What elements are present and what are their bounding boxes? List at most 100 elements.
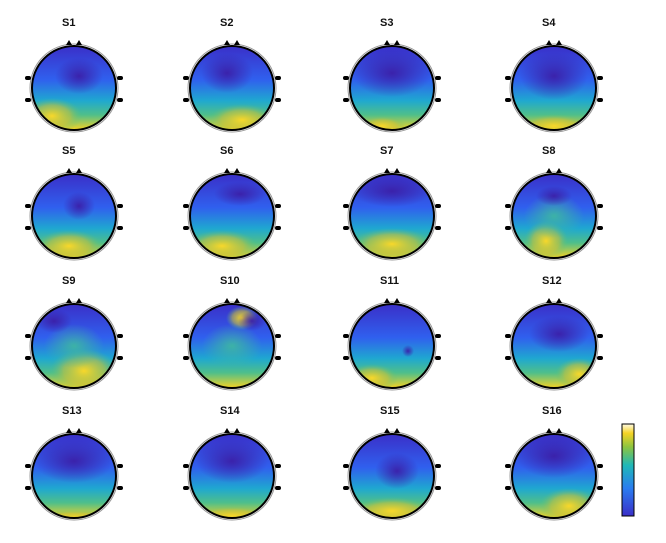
panel-label: S7 [380, 145, 393, 157]
scalp-map [350, 46, 434, 130]
colorbar [621, 423, 635, 517]
ear-marker [343, 334, 349, 338]
head-outline [511, 303, 597, 389]
nose-marker [394, 168, 400, 173]
ear-marker [505, 464, 511, 468]
panel-label: S9 [62, 275, 75, 287]
scalp-map [190, 304, 274, 388]
ear-marker [25, 98, 31, 102]
ear-marker [435, 98, 441, 102]
ear-marker [597, 356, 603, 360]
field-blob [539, 488, 596, 518]
panel-label: S12 [542, 275, 562, 287]
nose-marker [546, 168, 552, 173]
topomap: S4 [505, 17, 603, 133]
ear-marker [505, 226, 511, 230]
nose-marker [384, 168, 390, 173]
head-ring [347, 301, 437, 391]
ear-marker [343, 98, 349, 102]
topomap: S2 [183, 17, 281, 133]
topomap: S15 [343, 405, 441, 521]
head-outline [189, 173, 275, 259]
nose-marker [394, 40, 400, 45]
ear-marker [275, 334, 281, 338]
ear-marker [597, 204, 603, 208]
ear-marker [25, 334, 31, 338]
ear-marker [597, 76, 603, 80]
nose-marker [224, 298, 230, 303]
nose-marker [394, 428, 400, 433]
nose-marker [234, 40, 240, 45]
ear-marker [183, 76, 189, 80]
panel-label: S4 [542, 17, 556, 29]
head-ring [509, 431, 599, 521]
nose-marker [224, 168, 230, 173]
ear-marker [597, 464, 603, 468]
head-ring [29, 301, 119, 391]
ear-marker [275, 226, 281, 230]
ear-marker [117, 356, 123, 360]
field-blob [44, 324, 104, 368]
nose-marker [556, 428, 562, 433]
field-blob [352, 228, 432, 258]
nose-marker [224, 428, 230, 433]
ear-marker [183, 356, 189, 360]
head-ring [187, 171, 277, 261]
ear-marker [183, 204, 189, 208]
ear-marker [597, 334, 603, 338]
ear-marker [275, 486, 281, 490]
field-blob [536, 186, 572, 206]
field-blob [32, 98, 82, 130]
topomap: S9 [25, 275, 123, 391]
nose-marker [66, 428, 72, 433]
ear-marker [343, 76, 349, 80]
topomap: S12 [505, 275, 603, 391]
ear-marker [117, 204, 123, 208]
field-blob [518, 114, 590, 130]
ear-marker [25, 226, 31, 230]
head-outline [31, 433, 117, 519]
ear-marker [25, 486, 31, 490]
nose-marker [76, 298, 82, 303]
scalp-map [32, 174, 116, 258]
ear-marker [505, 204, 511, 208]
ear-marker [25, 356, 31, 360]
ear-marker [25, 76, 31, 80]
field-blob [201, 53, 253, 93]
head-ring [509, 171, 599, 261]
head-ring [509, 43, 599, 133]
head-outline [31, 303, 117, 389]
field-blob [63, 192, 95, 220]
ear-marker [117, 76, 123, 80]
ear-marker [275, 204, 281, 208]
nose-marker [76, 40, 82, 45]
head-outline [349, 433, 435, 519]
ear-marker [435, 204, 441, 208]
field-blob [375, 453, 419, 489]
scalp-map [32, 304, 116, 388]
field-blob [516, 434, 592, 478]
ear-marker [343, 226, 349, 230]
field-blob [555, 358, 596, 388]
ear-marker [117, 486, 123, 490]
nose-marker [394, 298, 400, 303]
topomap: S8 [505, 145, 603, 261]
head-outline [349, 303, 435, 389]
head-outline [349, 173, 435, 259]
head-outline [511, 45, 597, 131]
topomap: S10 [183, 275, 281, 391]
ear-marker [435, 486, 441, 490]
nose-marker [384, 298, 390, 303]
ear-marker [25, 464, 31, 468]
field-blob [520, 52, 588, 100]
panel-label: S8 [542, 145, 555, 157]
head-outline [31, 45, 117, 131]
field-blob [402, 345, 414, 357]
nose-marker [234, 168, 240, 173]
scalp-map [190, 434, 274, 518]
panel-label: S13 [62, 405, 82, 417]
topomap: S5 [25, 145, 123, 261]
panel-label: S15 [380, 405, 400, 417]
head-outline [189, 303, 275, 389]
